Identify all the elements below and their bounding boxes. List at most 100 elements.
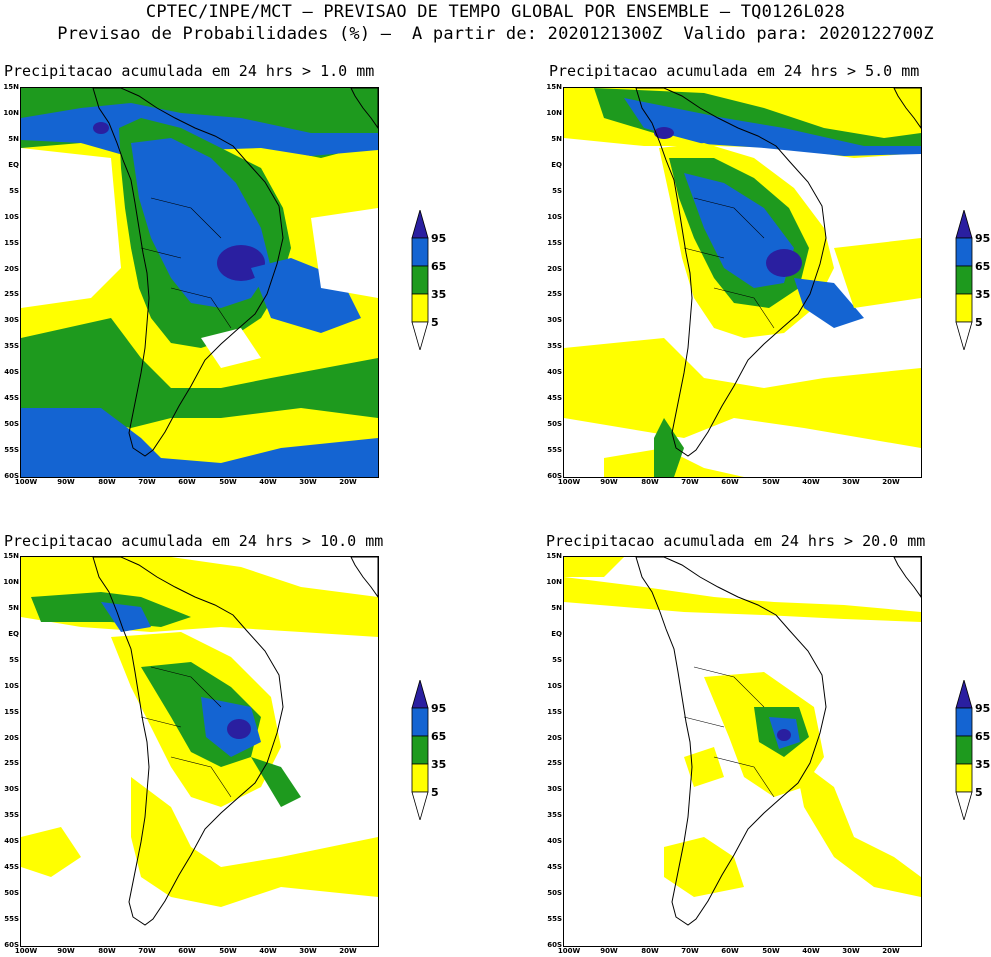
latitude-label: 45S [547,863,562,871]
coastline [92,557,284,926]
latitude-label: 5S [9,656,19,664]
longitude-label: 30W [842,478,860,486]
longitude-label: 100W [14,947,38,955]
latitude-label: 5S [552,187,562,195]
latitude-label: 15S [4,239,19,247]
latitude-label: 35S [4,811,19,819]
latitude-label: 60S [547,472,562,480]
latitude-label: 10S [4,682,19,690]
legend-swatch-blue [955,707,973,737]
color-legend [955,208,973,354]
longitude-label: 70W [681,478,699,486]
longitude-label: 40W [259,478,277,486]
latitude-label: 50S [547,420,562,428]
legend-label: 5 [431,786,439,799]
latitude-label: 10S [547,682,562,690]
latitude-label: 50S [547,889,562,897]
latitude-label: 15N [546,552,562,560]
longitude-label: 40W [802,478,820,486]
legend-swatch-blue [411,707,429,737]
longitude-label: 20W [339,478,357,486]
longitude-label: 20W [882,478,900,486]
latitude-label: 25S [547,759,562,767]
longitude-label: 90W [600,947,618,955]
latitude-label: 40S [4,368,19,376]
header-line-1: CPTEC/INPE/MCT – PREVISAO DE TEMPO GLOBA… [145,2,846,22]
legend-label: 65 [975,730,991,743]
coastline [893,88,921,129]
longitude-label: 100W [14,478,38,486]
legend-label: 95 [431,232,447,245]
latitude-label: 55S [4,446,19,454]
latitude-label: 30S [547,316,562,324]
latitude-label: 35S [547,342,562,350]
probability-map [563,87,922,478]
latitude-label: 5N [8,135,19,143]
latitude-label: 15S [547,708,562,716]
longitude-label: 50W [762,947,780,955]
latitude-label: 25S [547,290,562,298]
panel-title: Precipitacao acumulada em 24 hrs > 10.0 … [4,532,384,550]
legend-swatch-green [955,265,973,295]
probability-map [563,556,922,947]
longitude-label: 30W [842,947,860,955]
legend-swatch-white [411,791,429,822]
latitude-label: 20S [547,265,562,273]
legend-swatch-blue [411,237,429,267]
legend-swatch-yellow [411,763,429,793]
latitude-label: 5N [551,604,562,612]
longitude-label: 50W [219,947,237,955]
coastline [350,557,378,598]
header-line-2: Previsao de Probabilidades (%) – A parti… [57,24,934,44]
longitude-label: 50W [219,478,237,486]
latitude-label: 45S [4,394,19,402]
latitude-label: 15S [547,239,562,247]
latitude-label: 40S [4,837,19,845]
latitude-label: 55S [547,446,562,454]
legend-swatch-yellow [411,293,429,323]
longitude-label: 60W [721,478,739,486]
latitude-label: 25S [4,759,19,767]
latitude-label: 40S [547,837,562,845]
latitude-label: 50S [4,420,19,428]
latitude-label: 25S [4,290,19,298]
legend-label: 65 [975,260,991,273]
longitude-label: 70W [138,947,156,955]
coastline [350,88,378,129]
legend-label: 5 [431,316,439,329]
latitude-label: 35S [547,811,562,819]
longitude-label: 50W [762,478,780,486]
legend-swatch-blue [955,237,973,267]
legend-label: 35 [975,758,991,771]
legend-label: 35 [431,288,447,301]
color-legend [955,678,973,824]
legend-swatch-navy [955,208,973,239]
legend-swatch-green [411,265,429,295]
latitude-label: EQ [551,161,562,169]
coastline [92,88,284,457]
latitude-label: 15N [3,83,19,91]
panel-title: Precipitacao acumulada em 24 hrs > 20.0 … [546,532,926,550]
latitude-label: EQ [551,630,562,638]
latitude-label: 5N [551,135,562,143]
longitude-label: 90W [600,478,618,486]
legend-swatch-navy [955,678,973,709]
legend-label: 95 [431,702,447,715]
legend-label: 5 [975,786,983,799]
longitude-label: 40W [259,947,277,955]
latitude-label: 60S [4,472,19,480]
legend-label: 65 [431,730,447,743]
latitude-label: 15N [546,83,562,91]
latitude-label: 5S [9,187,19,195]
latitude-label: 20S [4,734,19,742]
color-legend [411,678,429,824]
legend-swatch-green [955,735,973,765]
coastline [893,557,921,598]
longitude-label: 30W [299,478,317,486]
longitude-label: 20W [882,947,900,955]
latitude-label: 40S [547,368,562,376]
latitude-label: 5S [552,656,562,664]
longitude-label: 70W [681,947,699,955]
latitude-label: 20S [4,265,19,273]
coastline [635,88,827,457]
